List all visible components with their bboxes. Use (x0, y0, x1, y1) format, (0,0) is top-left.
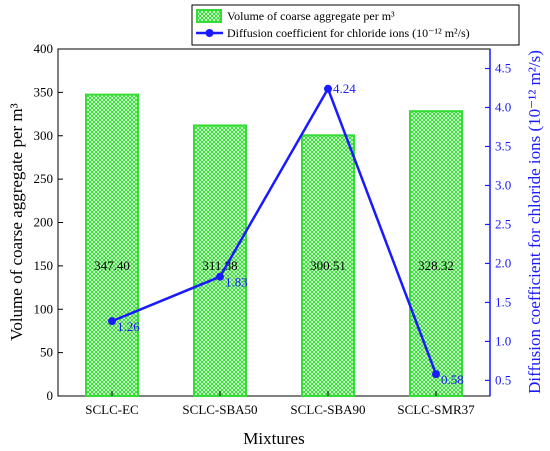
line-point-label: 1.83 (225, 275, 248, 290)
y-right-tick-label: 4.0 (495, 99, 511, 114)
y-right-tick-label: 2.0 (495, 255, 511, 270)
y-right-tick-label: 2.5 (495, 216, 511, 231)
y-left-tick-label: 0 (47, 388, 54, 403)
legend-line-marker (205, 29, 214, 37)
x-axis-title: Mixtures (243, 429, 304, 448)
legend-bar-swatch (196, 9, 222, 23)
legend-line-label: Diffusion coefficient for chloride ions … (227, 26, 470, 40)
line-layer: 1.26 1.83 4.24 0.58 (108, 81, 464, 387)
line-point (216, 272, 224, 281)
legend-bar-label: Volume of coarse aggregate per m³ (227, 9, 395, 23)
line-point (432, 370, 440, 379)
y-left-axis-title: Volume of coarse aggregate per m³ (7, 103, 26, 341)
bar-value-label: 347.40 (94, 258, 130, 273)
y-right-tick-label: 3.0 (495, 177, 511, 192)
line-point-label: 0.58 (441, 372, 464, 387)
diffusion-line (111, 85, 438, 375)
legend-box (191, 4, 520, 46)
bar (193, 124, 247, 398)
x-tick-label: SCLC-SBA90 (290, 402, 365, 417)
bar-value-label: 300.51 (310, 258, 346, 273)
y-left-tick-label: 100 (34, 301, 54, 316)
axes-layer: 0 50 100 150 200 250 300 350 400 0.5 1.0 1.5 2.0 2.5 3… (34, 41, 512, 417)
x-tick-label: SCLC-EC (85, 402, 138, 417)
bar (409, 110, 463, 397)
bar-value-label: 328.32 (418, 258, 454, 273)
y-right-tick-label: 4.5 (495, 60, 511, 75)
y-left-tick-label: 200 (34, 215, 54, 230)
y-left-tick-label: 300 (34, 128, 54, 143)
y-left-tick-label: 150 (34, 258, 54, 273)
bar (301, 134, 355, 397)
line-point (324, 84, 332, 93)
y-right-tick-label: 1.0 (495, 333, 511, 348)
y-left-tick-label: 400 (34, 41, 54, 56)
y-left-tick-label: 250 (34, 171, 54, 186)
y-right-tick-label: 3.5 (495, 138, 511, 153)
x-tick-label: SCLC-SBA50 (182, 402, 257, 417)
bar-value-label: 311.88 (202, 258, 237, 273)
y-right-tick-label: 0.5 (495, 372, 511, 387)
legend: Volume of coarse aggregate per m³ Diffus… (191, 4, 520, 46)
line-point (108, 317, 116, 326)
bars-layer: 347.40 311.88 300.51 328.32 (85, 93, 463, 398)
line-point-label: 1.26 (117, 319, 140, 334)
y-right-axis-title: Diffusion coefficient for chloride ions … (525, 50, 544, 394)
y-right-tick-label: 1.5 (495, 294, 511, 309)
y-left-tick-label: 350 (34, 84, 54, 99)
bar (85, 93, 139, 398)
x-tick-label: SCLC-SMR37 (397, 402, 475, 417)
line-point-label: 4.24 (333, 81, 356, 96)
y-left-tick-label: 50 (40, 345, 53, 360)
